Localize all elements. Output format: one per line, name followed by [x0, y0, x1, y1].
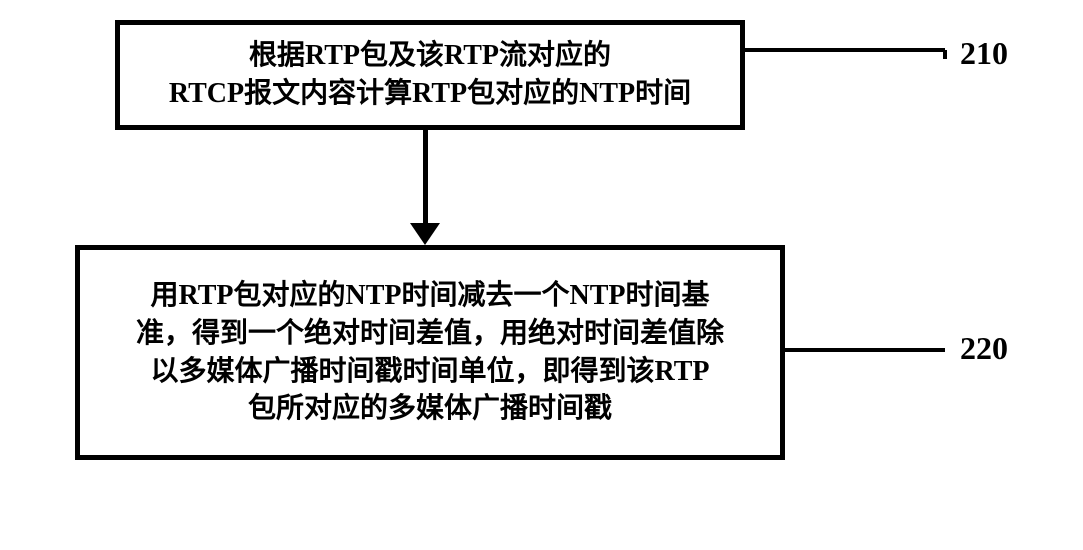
connector-1-seg-a	[745, 48, 945, 52]
diagram-canvas: 根据RTP包及该RTP流对应的 RTCP报文内容计算RTP包对应的NTP时间 用…	[0, 0, 1083, 550]
flow-step-2-text: 用RTP包对应的NTP时间减去一个NTP时间基 准，得到一个绝对时间差值，用绝对…	[136, 277, 724, 428]
arrow-shaft	[423, 130, 428, 223]
step2-line3: 以多媒体广播时间戳时间单位，即得到该RTP	[150, 356, 709, 387]
arrow-head-icon	[410, 223, 440, 245]
step1-line2: RTCP报文内容计算RTP包对应的NTP时间	[169, 78, 691, 109]
ref-label-210: 210	[960, 35, 1008, 72]
flow-step-1-text: 根据RTP包及该RTP流对应的 RTCP报文内容计算RTP包对应的NTP时间	[169, 37, 691, 113]
step1-line1: 根据RTP包及该RTP流对应的	[249, 40, 611, 71]
connector-2-seg-a	[785, 348, 945, 352]
ref-label-220: 220	[960, 330, 1008, 367]
connector-1-seg-b	[943, 50, 947, 59]
step2-line1: 用RTP包对应的NTP时间减去一个NTP时间基	[150, 280, 709, 311]
step2-line2: 准，得到一个绝对时间差值，用绝对时间差值除	[136, 318, 724, 349]
flow-step-1: 根据RTP包及该RTP流对应的 RTCP报文内容计算RTP包对应的NTP时间	[115, 20, 745, 130]
flow-step-2: 用RTP包对应的NTP时间减去一个NTP时间基 准，得到一个绝对时间差值，用绝对…	[75, 245, 785, 460]
step2-line4: 包所对应的多媒体广播时间戳	[248, 393, 612, 424]
